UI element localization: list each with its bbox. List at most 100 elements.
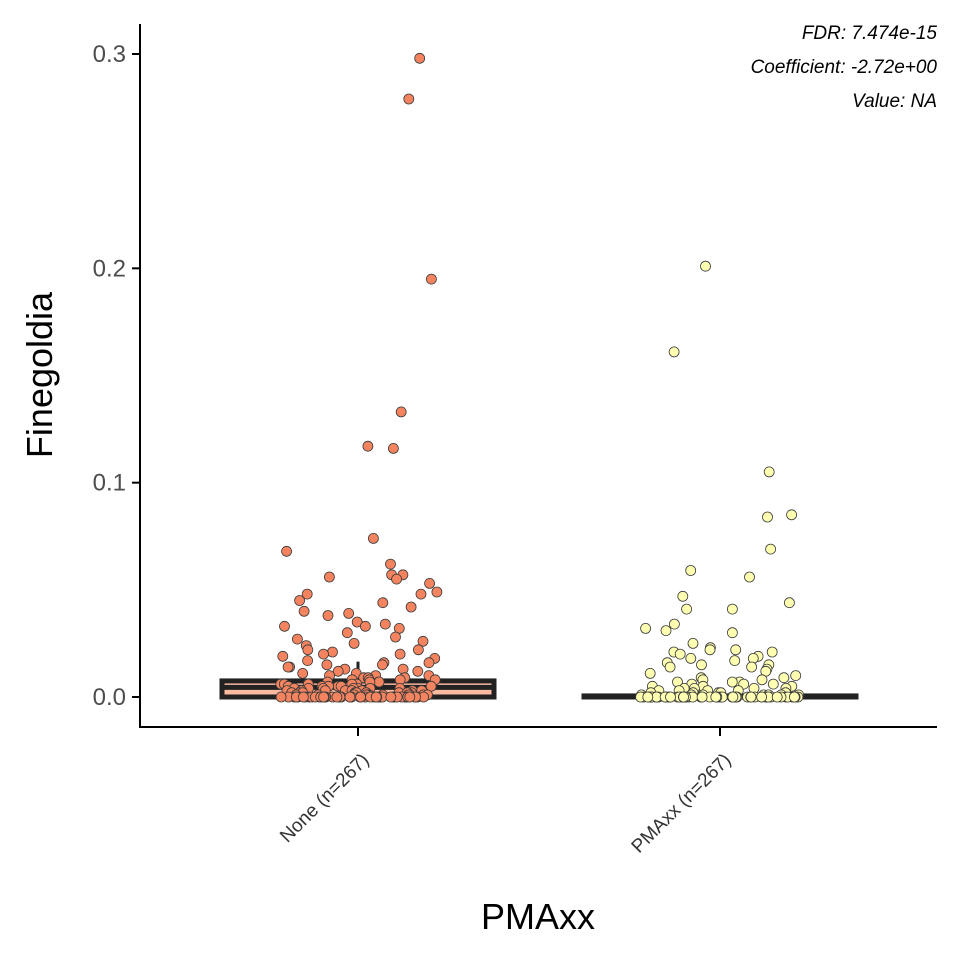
data-point bbox=[700, 260, 711, 272]
data-point bbox=[391, 573, 403, 585]
data-point bbox=[331, 691, 343, 703]
data-point bbox=[424, 578, 436, 589]
data-point bbox=[395, 406, 407, 418]
data-point bbox=[385, 691, 397, 703]
data-point bbox=[385, 558, 396, 570]
data-point bbox=[771, 691, 783, 703]
data-point bbox=[790, 670, 802, 681]
data-point bbox=[298, 605, 310, 617]
annotation-coefficient: Coefficient: -2.72e+00 bbox=[751, 57, 938, 78]
data-point bbox=[379, 618, 391, 630]
data-point bbox=[277, 650, 289, 662]
points-layer bbox=[275, 52, 804, 703]
data-point bbox=[367, 533, 379, 544]
data-point bbox=[343, 608, 355, 619]
data-point bbox=[660, 625, 672, 636]
data-point bbox=[727, 691, 739, 703]
data-point bbox=[387, 442, 399, 454]
data-point bbox=[417, 635, 429, 647]
data-point bbox=[687, 638, 699, 649]
data-point bbox=[344, 691, 356, 703]
data-point bbox=[294, 595, 306, 606]
data-point bbox=[677, 590, 689, 602]
data-point bbox=[767, 678, 779, 690]
data-point bbox=[766, 646, 778, 658]
data-point bbox=[297, 691, 309, 703]
data-point bbox=[729, 655, 741, 666]
data-point bbox=[348, 638, 360, 649]
data-point bbox=[704, 644, 716, 656]
data-point bbox=[404, 691, 416, 703]
data-point bbox=[414, 52, 426, 64]
y-axis-title: Finegoldia bbox=[19, 291, 60, 458]
annotation-value: Value: NA bbox=[852, 91, 937, 112]
data-point bbox=[390, 631, 401, 643]
data-point bbox=[763, 466, 775, 478]
x-tick-label: None (n=267) bbox=[276, 750, 373, 847]
data-point bbox=[778, 672, 790, 684]
annotation-fdr: FDR: 7.474e-15 bbox=[802, 23, 938, 44]
data-point bbox=[279, 620, 290, 632]
y-tick-label: 0.1 bbox=[93, 470, 126, 497]
data-point bbox=[762, 511, 773, 523]
data-point bbox=[685, 565, 697, 576]
data-point bbox=[318, 691, 330, 703]
data-point bbox=[376, 659, 388, 671]
data-point bbox=[681, 603, 692, 615]
data-point bbox=[665, 691, 676, 703]
data-point bbox=[291, 633, 303, 645]
data-point bbox=[341, 627, 353, 639]
data-point bbox=[362, 440, 374, 452]
data-point bbox=[302, 655, 314, 666]
data-point bbox=[321, 659, 333, 671]
data-point bbox=[425, 273, 437, 285]
data-point bbox=[756, 691, 767, 703]
x-axis-title: PMAxx bbox=[481, 896, 595, 937]
x-ticks: None (n=267) PMAxx (n=267) bbox=[276, 727, 736, 858]
data-point bbox=[744, 571, 755, 583]
data-point bbox=[745, 691, 757, 703]
data-point bbox=[373, 676, 385, 688]
data-point bbox=[403, 93, 415, 105]
data-point bbox=[405, 601, 417, 613]
data-point bbox=[377, 597, 389, 609]
data-point bbox=[415, 588, 427, 600]
data-point bbox=[784, 597, 795, 609]
data-point bbox=[756, 674, 768, 686]
data-point bbox=[322, 610, 334, 621]
data-point bbox=[789, 691, 800, 703]
data-point bbox=[746, 661, 757, 673]
data-point bbox=[696, 659, 707, 671]
data-point bbox=[668, 346, 680, 358]
data-point bbox=[412, 644, 424, 656]
data-point bbox=[786, 509, 797, 521]
data-point bbox=[726, 676, 738, 688]
data-point bbox=[664, 661, 676, 673]
data-point bbox=[370, 691, 382, 703]
data-point bbox=[710, 691, 722, 703]
data-point bbox=[281, 545, 293, 557]
data-point bbox=[669, 618, 680, 630]
data-point bbox=[727, 627, 738, 639]
data-point bbox=[678, 691, 689, 703]
data-point bbox=[696, 691, 708, 703]
data-point bbox=[297, 668, 309, 679]
data-point bbox=[355, 691, 367, 703]
data-point bbox=[644, 668, 656, 679]
data-point bbox=[642, 691, 654, 703]
data-point bbox=[431, 586, 443, 598]
y-tick-label: 0.3 bbox=[93, 41, 126, 68]
data-point bbox=[640, 623, 651, 634]
data-point bbox=[394, 648, 406, 660]
data-point bbox=[359, 620, 371, 632]
data-point bbox=[423, 657, 435, 669]
data-point bbox=[730, 644, 742, 656]
y-tick-label: 0.0 bbox=[93, 684, 126, 711]
y-tick-label: 0.2 bbox=[93, 255, 126, 282]
data-point bbox=[302, 644, 314, 656]
data-point bbox=[765, 543, 776, 555]
y-ticks: 0.0 0.1 0.2 0.3 bbox=[93, 41, 140, 711]
data-point bbox=[685, 653, 697, 664]
data-point bbox=[727, 603, 738, 615]
